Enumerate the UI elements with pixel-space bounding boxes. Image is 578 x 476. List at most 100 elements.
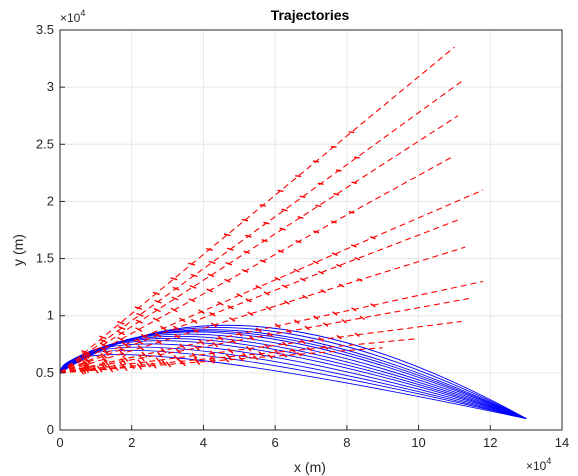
ray-segment	[174, 333, 181, 340]
ray-segment	[121, 341, 129, 348]
ray-segment	[170, 277, 178, 281]
dashed-ray	[59, 280, 484, 374]
ray-segment	[129, 362, 135, 370]
ray-segment	[118, 325, 126, 331]
ray-segment	[302, 294, 308, 299]
y-tick-label: 1.5	[36, 251, 54, 266]
ray-segment	[136, 312, 144, 317]
ray-segment	[331, 252, 338, 256]
y-tick-label: 3	[47, 79, 54, 94]
ray-segment	[101, 363, 108, 371]
ray-segment	[177, 358, 184, 365]
ray-segment	[236, 331, 243, 337]
svg-text:×104: ×104	[526, 456, 551, 473]
ray-segment	[258, 351, 264, 357]
dashed-ray	[59, 189, 484, 374]
ray-segment	[83, 364, 90, 372]
ray-segment	[179, 343, 186, 350]
ray-segment	[336, 334, 342, 340]
ray-segment	[161, 359, 167, 367]
ray-segment	[317, 182, 324, 185]
ray-segment	[348, 210, 355, 214]
ray-segment	[153, 307, 161, 313]
ray-segment	[312, 315, 319, 320]
ray-segment	[263, 291, 270, 296]
ray-segment	[157, 351, 164, 358]
dashed-ray	[59, 46, 455, 374]
ray-segment	[194, 359, 201, 366]
ballistic-trajectory	[59, 335, 527, 419]
ray-segment	[353, 156, 360, 159]
ray-segment	[312, 260, 319, 265]
x-multiplier-base: ×10	[526, 459, 547, 473]
ray-segment	[300, 339, 306, 345]
ray-segment	[306, 346, 313, 352]
ray-segment	[259, 259, 267, 263]
ray-segment	[255, 284, 262, 290]
y-tick-label: 2	[47, 193, 54, 208]
ray-segment	[136, 363, 143, 370]
ray-segment	[317, 270, 324, 275]
ray-segment	[335, 169, 342, 172]
ray-segment	[236, 293, 243, 298]
ray-segment	[100, 353, 108, 359]
ballistic-trajectory	[59, 333, 527, 419]
ray-segment	[351, 307, 357, 312]
ray-segment	[188, 298, 196, 303]
ray-segment	[83, 365, 90, 374]
x-tick-label: 10	[411, 435, 425, 450]
ray-segment	[267, 332, 274, 338]
dashed-ray	[59, 115, 459, 374]
ray-segment	[279, 227, 286, 231]
ray-segment	[259, 204, 266, 207]
ray-segment	[198, 309, 205, 315]
ray-segment	[304, 325, 311, 331]
ray-segment	[206, 247, 213, 251]
ray-segment	[159, 325, 167, 331]
ray-segment	[274, 349, 280, 355]
ray-segment	[84, 363, 91, 371]
ray-segment	[81, 350, 90, 355]
dashed-ray	[59, 80, 462, 374]
ray-segment	[208, 260, 216, 265]
ray-segment	[93, 366, 99, 374]
ray-segment	[83, 358, 91, 364]
ray-segment	[119, 350, 126, 357]
ballistic-trajectory	[59, 330, 527, 419]
y-tick-label: 1	[47, 308, 54, 323]
ray-segment	[318, 337, 324, 342]
ray-segment	[354, 332, 360, 338]
ray-segment	[118, 346, 126, 352]
svg-text:×104: ×104	[60, 8, 85, 25]
axes	[59, 29, 563, 431]
ray-segment	[295, 175, 302, 178]
ray-segment	[369, 236, 376, 240]
ray-segment	[160, 347, 167, 354]
ray-segment	[228, 316, 236, 322]
ray-segment	[136, 339, 144, 345]
ray-segment	[137, 359, 144, 366]
ray-segment	[217, 301, 224, 306]
ray-segment	[209, 350, 216, 357]
ray-segment	[290, 348, 296, 354]
ray-segment	[173, 325, 180, 331]
ray-segment	[165, 361, 172, 368]
ray-segment	[338, 283, 345, 288]
x-tick-label: 6	[272, 435, 279, 450]
ballistic-trajectory	[59, 324, 527, 419]
ray-segment	[138, 354, 145, 362]
ray-segment	[152, 317, 160, 323]
ray-segment	[245, 298, 252, 303]
ray-segment	[206, 288, 214, 293]
ray-segment	[171, 296, 179, 301]
ray-segment	[281, 208, 288, 212]
ray-segment	[225, 353, 232, 360]
ray-segment	[241, 269, 249, 273]
x-tick-label: 0	[56, 435, 63, 450]
ray-segment	[261, 239, 268, 243]
ray-segment	[172, 286, 180, 291]
x-axis-multiplier: ×104	[526, 456, 551, 473]
grid-lines	[59, 29, 563, 431]
ray-segment	[333, 193, 340, 196]
